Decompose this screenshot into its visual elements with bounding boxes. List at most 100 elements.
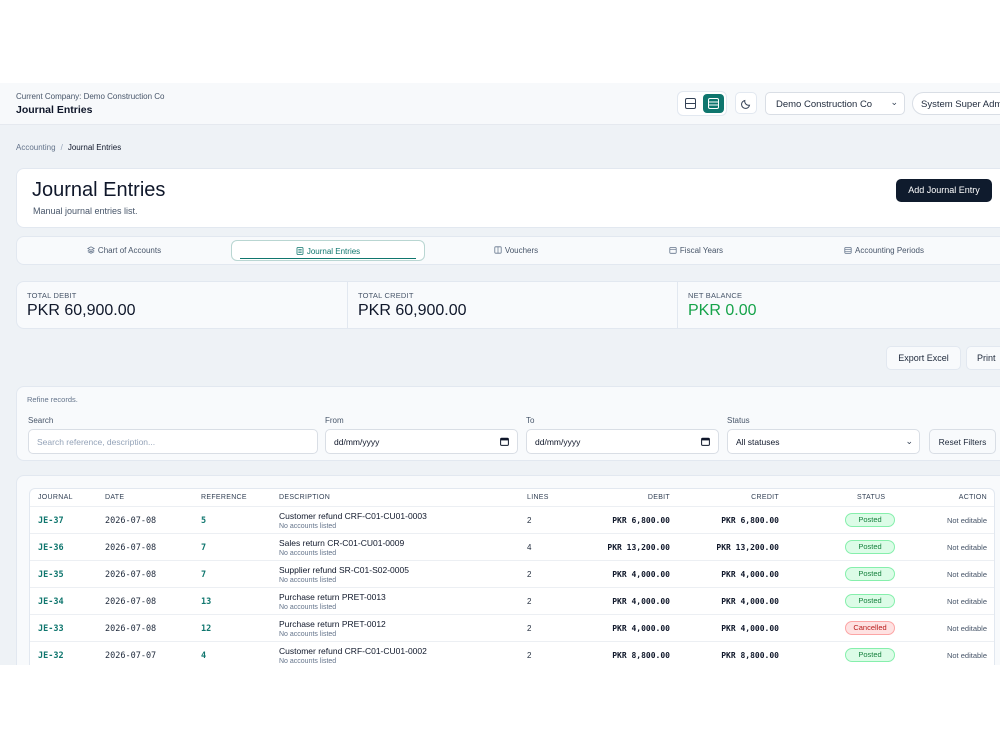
breadcrumb-current: Journal Entries [67,143,122,152]
table-row[interactable]: JE-36 2026-07-08 7 Sales return CR-C01-C… [30,533,994,560]
status-select[interactable]: All statuses ⌄ [727,429,920,454]
tab-journal-entries[interactable]: Journal Entries [231,240,425,261]
summary-bar: TOTAL DEBIT PKR 60,900.00 TOTAL CREDIT P… [16,281,1000,329]
col-lines: LINES [527,494,549,501]
search-placeholder: Search reference, description... [37,437,156,447]
company-select[interactable]: Demo Construction Co ⌄ [765,92,905,115]
search-input[interactable]: Search reference, description... [28,429,318,454]
row-description: Customer refund CRF-C01-CU01-0002 [279,646,427,656]
to-date-input[interactable]: dd/mm/yyyy [526,429,719,454]
status-badge: Posted [845,648,895,662]
row-debit: PKR 6,800.00 [612,516,670,525]
list-view-button[interactable] [703,94,724,113]
status-label: Status [727,416,750,425]
list-view-icon [708,98,719,109]
tab-chart-of-accounts[interactable]: Chart of Accounts [25,240,223,261]
breadcrumb-accounting[interactable]: Accounting [16,143,56,152]
row-credit: PKR 4,000.00 [721,624,779,633]
row-debit: PKR 4,000.00 [612,570,670,579]
page-title: Journal Entries [32,179,166,201]
refine-label: Refine records. [27,395,78,404]
row-description: Sales return CR-C01-CU01-0009 [279,538,405,548]
top-bar-title: Journal Entries [16,104,93,116]
user-menu[interactable]: System Super Admin [912,92,1000,115]
voucher-icon [494,246,502,254]
tab-vouchers[interactable]: Vouchers [433,240,599,261]
print-button[interactable]: Print [966,346,1000,370]
row-lines: 2 [527,516,532,525]
status-select-value: All statuses [736,437,780,447]
row-date: 2026-07-08 [105,624,157,634]
row-action: Not editable [946,651,987,660]
reference-link[interactable]: 7 [201,543,207,553]
journal-link[interactable]: JE-36 [38,543,64,553]
table-row[interactable]: JE-33 2026-07-08 12 Purchase return PRET… [30,614,994,641]
col-journal: JOURNAL [38,494,73,501]
journal-link[interactable]: JE-37 [38,516,64,526]
user-name: System Super Admin [921,99,1000,110]
total-credit-value: PKR 60,900.00 [358,302,467,319]
add-journal-entry-button[interactable]: Add Journal Entry [896,179,992,202]
row-lines: 2 [527,597,532,606]
theme-toggle-button[interactable] [735,92,757,114]
row-date: 2026-07-07 [105,651,157,661]
chevron-down-icon: ⌄ [890,97,898,107]
reference-link[interactable]: 12 [201,624,212,634]
chevron-down-icon: ⌄ [905,436,913,446]
net-balance-label: NET BALANCE [688,291,743,300]
page-subtitle: Manual journal entries list. [33,206,138,216]
tab-fiscal-years[interactable]: Fiscal Years [601,240,791,261]
calendar-grid-icon [844,247,852,254]
export-excel-button[interactable]: Export Excel [886,346,961,370]
row-lines: 2 [527,651,532,660]
reset-filters-button[interactable]: Reset Filters [929,429,996,454]
app-window: Current Company: Demo Construction Co Jo… [0,83,1000,665]
split-view-button[interactable] [680,94,701,113]
reference-link[interactable]: 13 [201,597,212,607]
tab-accounting-periods[interactable]: Accounting Periods [789,240,979,261]
row-accounts-note: No accounts listed [279,550,337,557]
total-credit-card: TOTAL CREDIT PKR 60,900.00 [347,282,677,328]
col-credit: CREDIT [751,494,779,501]
status-badge: Posted [845,540,895,554]
breadcrumb: Accounting / Journal Entries [16,143,121,152]
journal-link[interactable]: JE-34 [38,597,64,607]
tab-label: Accounting Periods [855,246,924,255]
calendar-icon[interactable] [500,437,509,446]
net-balance-card: NET BALANCE PKR 0.00 [677,282,1000,328]
row-credit: PKR 4,000.00 [721,597,779,606]
journal-link[interactable]: JE-33 [38,624,64,634]
table-row[interactable]: JE-32 2026-07-07 4 Customer refund CRF-C… [30,641,994,665]
top-bar: Current Company: Demo Construction Co Jo… [0,83,1000,125]
breadcrumb-separator: / [60,143,63,152]
accounting-tabs: Chart of Accounts Journal Entries Vouche… [16,236,1000,265]
total-debit-value: PKR 60,900.00 [27,302,136,319]
tab-label: Journal Entries [306,247,361,256]
split-view-icon [685,98,696,109]
journal-table: JOURNAL DATE REFERENCE DESCRIPTION LINES… [29,488,995,665]
total-debit-label: TOTAL DEBIT [27,291,77,300]
reference-link[interactable]: 4 [201,651,207,661]
row-debit: PKR 8,800.00 [612,651,670,660]
current-company-label: Current Company: Demo Construction Co [16,92,165,101]
page-header-card: Journal Entries Manual journal entries l… [16,168,1000,228]
calendar-icon[interactable] [701,437,710,446]
reference-link[interactable]: 7 [201,570,207,580]
row-description: Customer refund CRF-C01-CU01-0003 [279,511,427,521]
table-row[interactable]: JE-34 2026-07-08 13 Purchase return PRET… [30,587,994,614]
row-debit: PKR 13,200.00 [607,543,670,552]
reference-link[interactable]: 5 [201,516,207,526]
row-accounts-note: No accounts listed [279,604,337,611]
row-credit: PKR 13,200.00 [716,543,779,552]
from-date-input[interactable]: dd/mm/yyyy [325,429,518,454]
row-accounts-note: No accounts listed [279,658,337,665]
table-row[interactable]: JE-35 2026-07-08 7 Supplier refund SR-C0… [30,560,994,587]
row-date: 2026-07-08 [105,597,157,607]
layers-icon [86,246,95,254]
row-debit: PKR 4,000.00 [612,597,670,606]
journal-link[interactable]: JE-35 [38,570,64,580]
journal-link[interactable]: JE-32 [38,651,64,661]
row-action: Not editable [946,543,987,552]
table-row[interactable]: JE-37 2026-07-08 5 Customer refund CRF-C… [30,506,994,533]
row-credit: PKR 8,800.00 [721,651,779,660]
